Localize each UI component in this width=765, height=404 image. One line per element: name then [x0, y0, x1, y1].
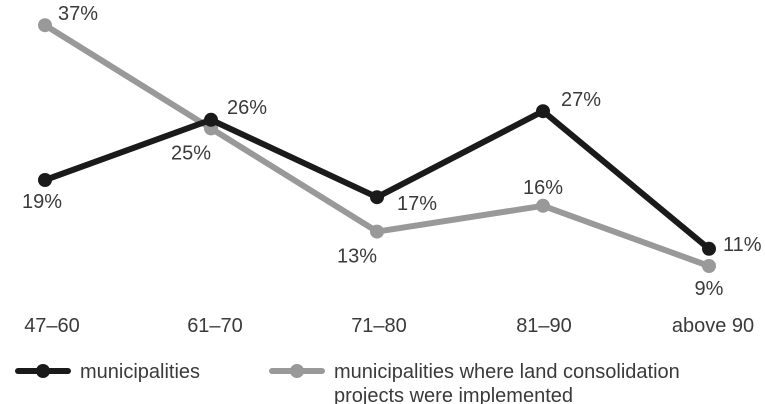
data-label: 13% — [337, 246, 377, 268]
series-1 — [38, 18, 716, 273]
data-point — [38, 18, 52, 33]
data-point — [370, 190, 384, 205]
data-label: 9% — [695, 278, 724, 300]
data-point — [702, 259, 716, 273]
data-label: 25% — [171, 142, 211, 164]
data-label: 16% — [523, 177, 563, 199]
data-label: 26% — [227, 97, 267, 119]
legend-marker-land-consolidation — [290, 364, 304, 378]
data-label: 19% — [22, 191, 62, 213]
legend-label-line-2: projects were implemented — [334, 385, 573, 404]
data-label-layer: 19% 26% 17% 27% 11% 37% 25% 13% 16% 9% — [22, 3, 762, 300]
data-point — [370, 224, 384, 239]
legend: municipalities municipalities where land… — [15, 361, 685, 404]
data-point — [204, 112, 218, 127]
data-point — [536, 104, 550, 119]
legend-item-land-consolidation: municipalities where land consolidation … — [269, 361, 685, 404]
series-0 — [38, 104, 716, 256]
data-point — [702, 241, 716, 256]
data-label: 11% — [723, 234, 762, 256]
legend-marker-municipalities — [36, 364, 50, 378]
series-layer — [38, 18, 716, 273]
data-point — [536, 198, 550, 213]
legend-label-land-consolidation: municipalities where land consolidation … — [334, 361, 685, 404]
data-point — [38, 173, 52, 187]
x-axis-ticks: 47–60 61–70 71–80 81–90 above 90 — [24, 315, 754, 337]
data-label: 37% — [58, 3, 98, 25]
x-tick-label: 47–60 — [24, 315, 80, 337]
data-label: 27% — [561, 89, 601, 111]
legend-item-municipalities: municipalities — [15, 361, 200, 383]
legend-label-municipalities: municipalities — [80, 361, 200, 383]
x-tick-label: 71–80 — [351, 315, 407, 337]
legend-label-line-1: municipalities where land consolidation — [334, 361, 680, 383]
x-tick-label: 61–70 — [187, 315, 243, 337]
data-label: 17% — [397, 193, 437, 215]
x-tick-label: above 90 — [672, 315, 754, 337]
x-tick-label: 81–90 — [516, 315, 572, 337]
